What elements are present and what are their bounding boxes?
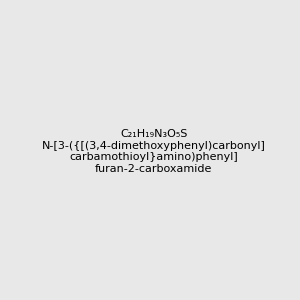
- Text: C₂₁H₁₉N₃O₅S
N-[3-({[(3,4-dimethoxyphenyl)carbonyl]
carbamothioyl}amino)phenyl]
f: C₂₁H₁₉N₃O₅S N-[3-({[(3,4-dimethoxyphenyl…: [42, 129, 266, 174]
